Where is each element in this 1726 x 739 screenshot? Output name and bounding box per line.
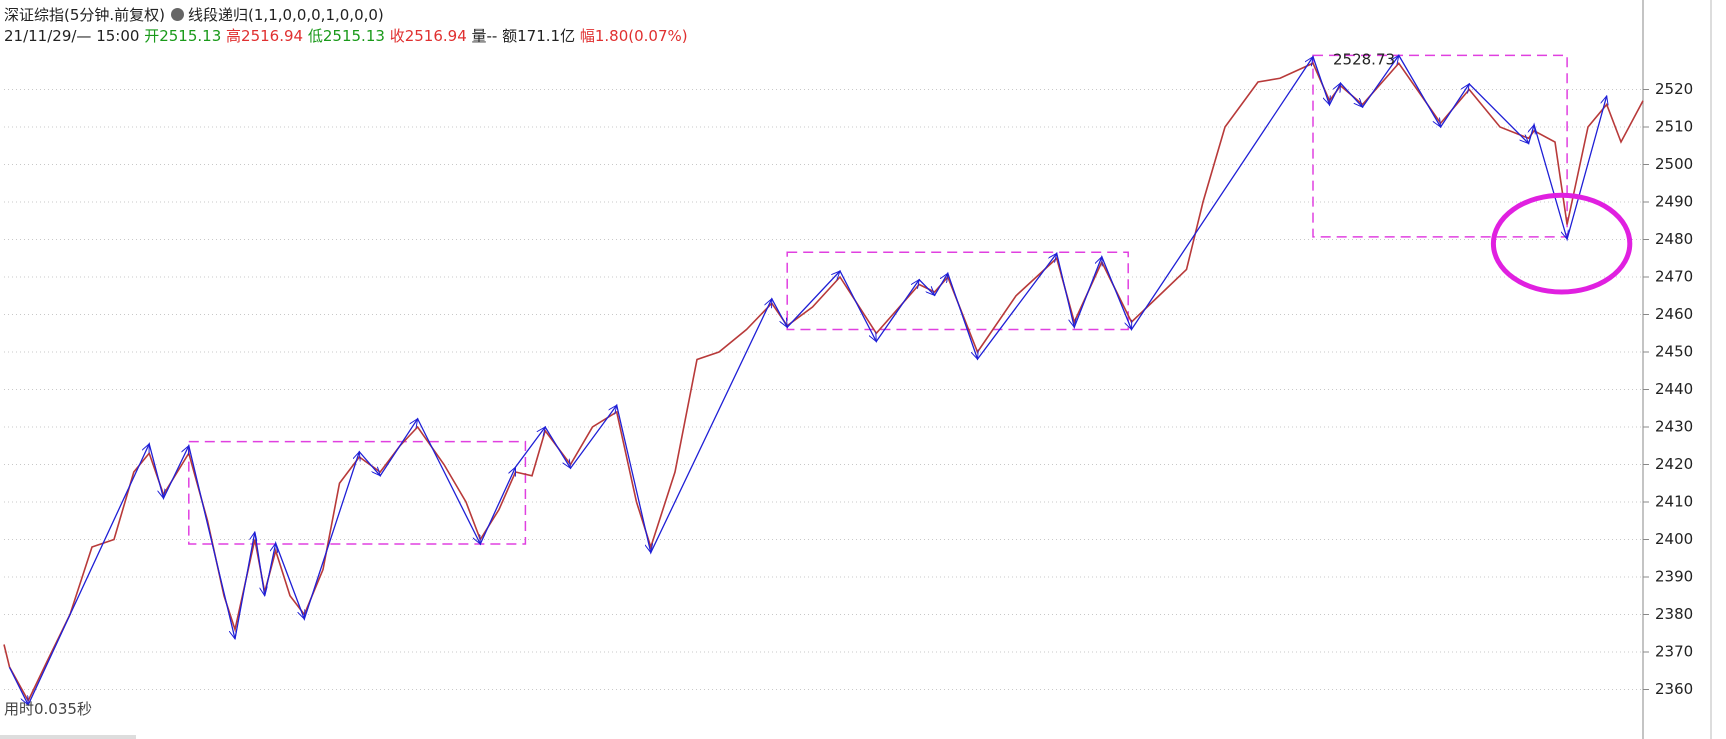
amount: 额171.1亿 (502, 27, 576, 45)
indicator: 线段递归(1,1,0,0,0,1,0,0,0) (188, 6, 384, 24)
open: 2515.13 (159, 27, 222, 45)
change-label: 幅 (579, 27, 595, 45)
title: 深证综指(5分钟.前复权) (4, 6, 166, 24)
high-label: 高 (226, 27, 242, 45)
high: 2516.94 (241, 27, 304, 45)
y-tick-label: 2460 (1655, 305, 1693, 323)
low-label: 低 (307, 27, 323, 45)
open-label: 开 (144, 27, 160, 45)
segment-line (8, 54, 1608, 707)
low: 2515.13 (322, 27, 385, 45)
y-tick-label: 2410 (1655, 493, 1693, 511)
y-tick-label: 2400 (1655, 530, 1693, 548)
change: 1.80(0.07%) (594, 27, 688, 45)
y-tick-label: 2500 (1655, 155, 1693, 173)
close-label: 收 (389, 27, 405, 45)
price-line (3, 61, 1644, 703)
pivot-box (188, 440, 527, 545)
y-tick-label: 2490 (1655, 193, 1693, 211)
segment-arrow (28, 444, 149, 705)
y-tick-label: 2520 (1655, 80, 1693, 98)
y-tick-label: 2380 (1655, 605, 1693, 623)
header-line-1: 深证综指(5分钟.前复权) 线段递归(1,1,0,0,0,1,0,0,0) (4, 4, 384, 25)
icon[interactable] (171, 8, 185, 21)
y-tick-label: 2360 (1655, 680, 1693, 698)
close: 2516.94 (404, 27, 467, 45)
highlight-ellipse (1490, 192, 1633, 295)
y-tick-label: 2510 (1655, 118, 1693, 136)
pivot-box (1312, 54, 1568, 238)
header-line-2: 21/11/29/— 15:00 开2515.13 高2516.94 低2515… (4, 25, 688, 46)
y-tick-label: 2480 (1655, 230, 1693, 248)
y-tick-label: 2470 (1655, 268, 1693, 286)
y-tick-label: 2420 (1655, 455, 1693, 473)
y-tick-label: 2440 (1655, 380, 1693, 398)
y-tick-label: 2370 (1655, 643, 1693, 661)
time: 21/11/29/— 15:00 (4, 27, 140, 45)
y-tick-label: 2430 (1655, 418, 1693, 436)
y-tick-label: 2450 (1655, 343, 1693, 361)
peak-label: 2528.73 (1333, 50, 1395, 68)
y-tick-label: 2390 (1655, 568, 1693, 586)
volume: 量-- (471, 27, 498, 45)
footer: 用时0.035秒 (4, 700, 92, 718)
